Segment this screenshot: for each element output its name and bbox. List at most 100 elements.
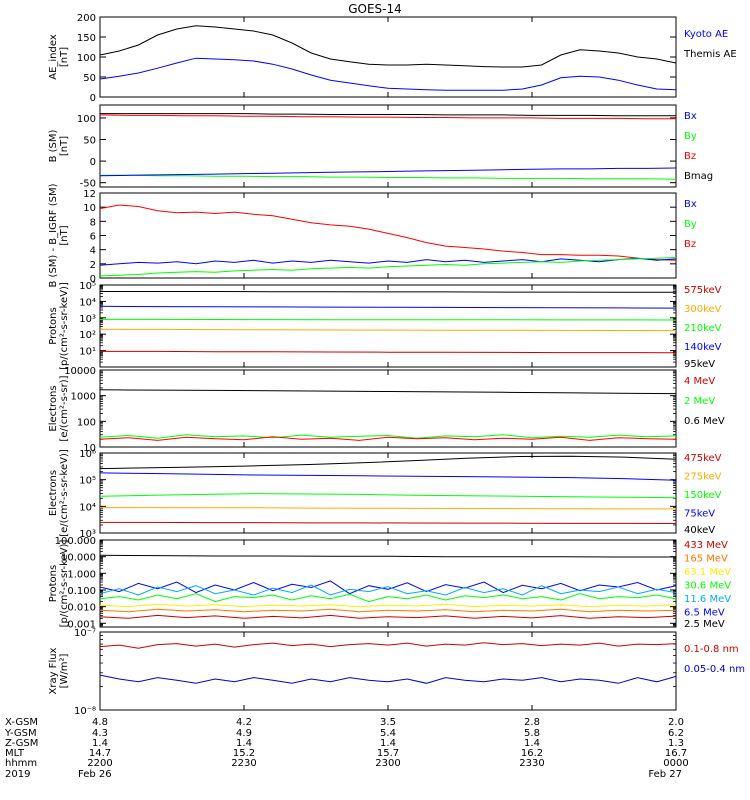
footer-cell-2-2: 1.4 [380,738,396,749]
legend-entry-electrons1-2: 0.6 MeV [684,416,725,427]
series-line-bdiff-1 [99,257,677,266]
series-line-b-2 [100,174,677,180]
y-tick-label-bdiff-1: 2 [90,260,96,271]
legend-entry-protons1-2: 210keV [684,323,722,334]
footer-cell-4-3: 16.7 [665,748,687,759]
y-axis-label-protons2: Protons [48,565,59,602]
y-axis-label-electrons1: Electrons [48,385,59,431]
y-tick-label-electrons2-0: 10³ [79,529,96,540]
y-tick-label-bdiff-5: 10 [83,203,96,214]
y-axis-label-bdiff: [nT] [59,225,70,245]
series-line-protons1-4 [100,350,677,354]
legend-entry-protons1-3: 140keV [684,342,722,353]
legend-entry-protons2-1: 165 MeV [684,554,728,565]
series-line-protons2-5 [99,608,677,613]
footer-row-label-2: Z-GSM [5,738,38,749]
y-tick-label-protons1-2: 10³ [79,314,96,325]
y-axis-label-ae: [nT] [59,47,70,67]
series-line-protons1-1 [99,305,677,309]
series-line-protons2-4 [99,603,677,608]
legend-entry-b-2: Bz [684,151,696,162]
footer-cell-3-4: 2330 [519,758,544,769]
legend-entry-electrons2-0: 475keV [684,453,722,464]
legend-entry-ae-1: Themis AE [683,49,737,60]
y-tick-label-electrons2-2: 10⁵ [79,476,96,487]
footer-cell-2-0: 3.5 [380,717,396,728]
series-line-b-0 [100,113,676,117]
series-line-b-1 [99,114,676,120]
series-line-protons2-2 [99,584,677,596]
chart-title: GOES-14 [348,2,402,16]
legend-entry-electrons2-2: 150keV [684,490,722,501]
series-line-protons1-3 [99,328,677,332]
legend-entry-protons2-3: 30.6 MeV [684,581,731,592]
y-axis-label-electrons1: [e/(cm²-s-sr)] [59,375,70,441]
panel-frame-electrons2 [99,452,677,534]
y-tick-label-protons1-4: 10⁵ [79,281,96,292]
series-line-protons2-3 [99,593,677,603]
y-tick-label-ae-3: 150 [77,33,96,44]
footer-row-label-1: Y-GSM [4,728,37,739]
series-line-electrons2-2 [99,493,677,499]
y-tick-label-bdiff-3: 6 [90,232,96,243]
y-axis-label-ae: AE_index [48,34,59,80]
legend-entry-b-0: Bx [684,111,697,122]
series-line-b-3 [99,167,677,177]
legend-entry-protons2-6: 2.5 MeV [684,619,725,630]
legend-entry-electrons2-3: 75keV [684,509,715,520]
footer-row-label-4: hhmm [5,758,37,769]
y-tick-label-electrons2-3: 10⁶ [79,449,96,460]
y-axis-label-electrons2: [e/(cm²-s-sr-keV)] [59,449,70,537]
footer-cell-4-4: 0000 [663,758,688,769]
footer-cell-3-0: 2.8 [524,717,540,728]
series-line-xray-1 [99,674,677,684]
footer-row-label-5: 2019 [5,769,30,780]
footer-cell-4-5: Feb 27 [648,769,682,780]
series-line-xray-0 [99,642,677,649]
footer-row-label-3: MLT [5,748,25,759]
series-line-protons1-0 [100,291,676,293]
series-line-protons2-6 [99,614,677,619]
footer-cell-0-3: 14.7 [89,748,111,759]
series-line-protons2-0 [99,554,676,558]
footer-cell-4-1: 6.2 [668,728,684,739]
y-axis-label-bdiff: B (SM) - B_IGRF (SM) [48,183,59,287]
footer-cell-0-4: 2200 [87,758,112,769]
series-line-ae-0 [99,57,677,91]
y-tick-label-protons2-5: 100.000 [55,536,96,547]
y-tick-label-protons2-0: 0.001 [67,619,96,630]
legend-entry-protons2-5: 6.5 MeV [684,608,725,619]
y-tick-label-ae-1: 50 [83,73,96,84]
y-tick-label-ae-0: 0 [90,93,96,104]
y-tick-label-bdiff-0: 0 [90,274,96,285]
y-tick-label-protons2-3: 1.000 [67,569,96,580]
y-tick-label-electrons1-2: 1000 [71,392,96,403]
y-tick-label-b-0: -50 [80,179,96,190]
legend-entry-protons2-2: 63.1 MeV [684,567,731,578]
y-axis-label-xray: Xray Flux [48,647,59,694]
footer-cell-1-0: 4.2 [236,717,252,728]
legend-entry-protons1-4: 95keV [684,359,715,370]
footer-cell-0-0: 4.8 [92,717,108,728]
y-axis-label-protons1: [p/(cm²-s-sr-keV)] [59,282,70,370]
legend-entry-protons1-1: 300keV [684,304,722,315]
footer-cell-0-1: 4.3 [92,728,108,739]
footer-cell-0-5: Feb 26 [78,769,112,780]
legend-entry-bdiff-2: Bz [684,239,696,250]
series-line-bdiff-2 [99,257,677,277]
legend-entry-ae-0: Kyoto AE [684,29,728,40]
y-axis-label-b: B (SM) [48,129,59,162]
legend-entry-protons2-4: 11.6 MeV [684,594,731,605]
series-line-electrons2-0 [99,455,677,470]
legend-entry-electrons2-1: 275keV [684,472,722,483]
legend-entry-electrons1-0: 4 MeV [684,376,715,387]
legend-entry-bdiff-1: By [684,219,697,230]
footer-cell-2-1: 5.4 [380,728,396,739]
footer-cell-0-2: 1.4 [92,738,108,749]
legend-entry-electrons1-1: 2 MeV [684,396,715,407]
y-tick-label-electrons1-0: 10 [83,443,96,454]
footer-cell-2-4: 2300 [375,758,400,769]
y-tick-label-b-3: 100 [77,114,96,125]
